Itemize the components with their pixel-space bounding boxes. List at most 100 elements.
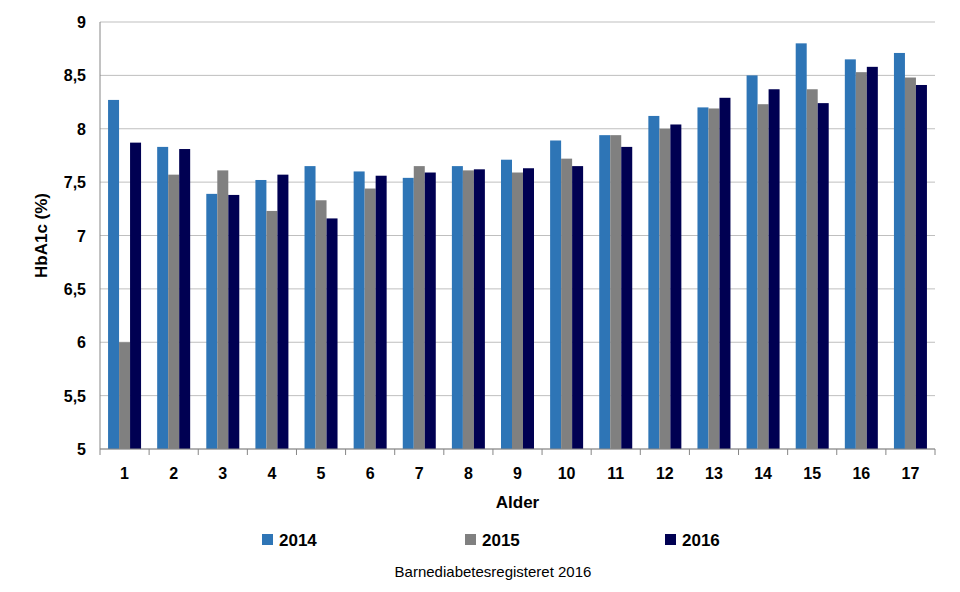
bar <box>119 342 130 449</box>
bar <box>376 176 387 449</box>
bar <box>474 169 485 449</box>
x-tick <box>198 449 199 455</box>
x-tick <box>591 449 592 455</box>
bar <box>206 194 217 449</box>
legend-swatch <box>465 534 476 545</box>
x-tick-label: 6 <box>366 465 375 482</box>
bar <box>305 166 316 449</box>
bar <box>403 178 414 449</box>
bar <box>856 72 867 449</box>
bar <box>157 147 168 449</box>
x-tick <box>640 449 641 455</box>
y-tick-label: 7,5 <box>64 174 86 191</box>
chart: 55,566,577,588,5912345678910111213141516… <box>0 0 960 592</box>
y-tick-label: 7 <box>77 228 86 245</box>
source: Barnediabetesregisteret 2016 <box>395 563 592 580</box>
x-axis <box>100 449 935 450</box>
bar <box>758 104 769 449</box>
x-tick <box>787 449 788 455</box>
bar <box>425 173 436 449</box>
bar <box>327 218 338 449</box>
x-tick <box>492 449 493 455</box>
y-tick-label: 8 <box>77 121 86 138</box>
x-tick <box>394 449 395 455</box>
bar <box>719 98 730 449</box>
bar <box>708 108 719 449</box>
x-tick <box>247 449 248 455</box>
bar <box>108 100 119 449</box>
x-tick-label: 8 <box>464 465 473 482</box>
bar <box>316 200 327 449</box>
x-tick-label: 4 <box>267 465 276 482</box>
bar <box>179 149 190 449</box>
bar <box>414 166 425 449</box>
x-tick <box>443 449 444 455</box>
bar <box>354 171 365 449</box>
x-tick-label: 5 <box>317 465 326 482</box>
bar <box>610 135 621 449</box>
x-tick <box>542 449 543 455</box>
x-axis-title: Alder <box>496 493 540 512</box>
bar <box>807 89 818 449</box>
x-tick <box>100 449 101 455</box>
y-tick-label: 5,5 <box>64 388 86 405</box>
bar <box>697 107 708 449</box>
bar <box>550 140 561 449</box>
bar <box>747 75 758 449</box>
x-tick <box>738 449 739 455</box>
bar <box>228 195 239 449</box>
bar <box>659 129 670 449</box>
x-tick-label: 2 <box>169 465 178 482</box>
grid-line <box>100 449 935 450</box>
x-tick-label: 3 <box>218 465 227 482</box>
x-tick-label: 1 <box>120 465 129 482</box>
legend-label: 2016 <box>682 531 720 550</box>
grid-line <box>100 75 935 76</box>
bar <box>769 89 780 449</box>
bar <box>648 116 659 449</box>
bar <box>217 170 228 449</box>
y-tick-label: 6,5 <box>64 281 86 298</box>
x-tick-label: 7 <box>415 465 424 482</box>
bar <box>905 78 916 449</box>
x-tick <box>689 449 690 455</box>
legend-swatch <box>262 534 273 545</box>
x-tick-label: 12 <box>656 465 674 482</box>
bar <box>501 160 512 449</box>
bar <box>796 43 807 449</box>
x-tick-label: 14 <box>754 465 772 482</box>
bar <box>845 59 856 449</box>
bar <box>512 173 523 449</box>
bar <box>599 135 610 449</box>
x-tick-label: 10 <box>558 465 576 482</box>
bar <box>365 189 376 449</box>
bar <box>266 211 277 449</box>
bar <box>255 180 266 449</box>
bar <box>916 85 927 449</box>
legend-swatch <box>665 534 676 545</box>
x-tick <box>836 449 837 455</box>
bar <box>277 175 288 449</box>
grid-line <box>100 22 935 23</box>
bar <box>561 159 572 449</box>
y-tick-label: 5 <box>77 441 86 458</box>
bar <box>168 175 179 449</box>
y-axis-title: HbA1c (%) <box>32 193 51 278</box>
bar <box>670 124 681 449</box>
x-tick-label: 9 <box>513 465 522 482</box>
bar <box>867 67 878 449</box>
bar <box>463 170 474 449</box>
x-tick-label: 16 <box>852 465 870 482</box>
y-tick-label: 8,5 <box>64 67 86 84</box>
y-axis <box>100 22 101 449</box>
legend-label: 2015 <box>482 531 520 550</box>
x-tick <box>149 449 150 455</box>
bars <box>108 43 927 449</box>
x-tick <box>345 449 346 455</box>
y-tick-label: 9 <box>77 14 86 31</box>
x-tick-label: 15 <box>803 465 821 482</box>
bar <box>523 168 534 449</box>
bar <box>894 53 905 449</box>
x-tick <box>885 449 886 455</box>
x-tick <box>935 449 936 455</box>
